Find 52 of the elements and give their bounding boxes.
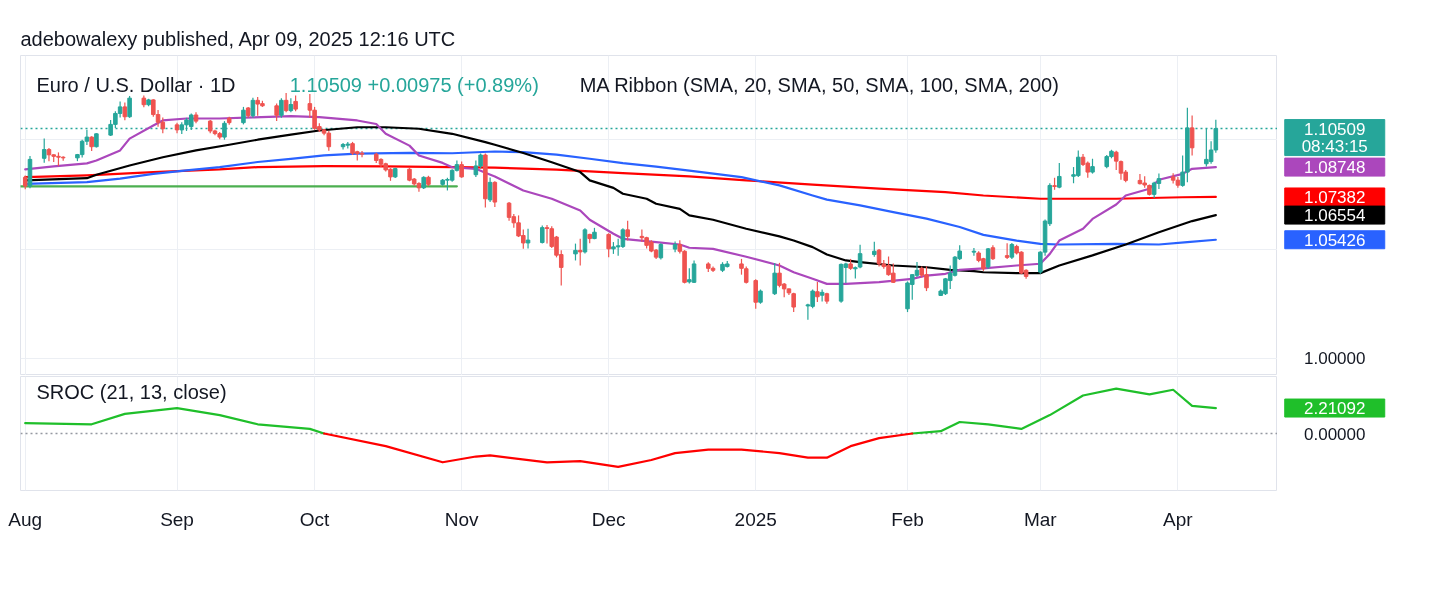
candlestick bbox=[506, 201, 512, 222]
x-tick-label: Dec bbox=[591, 508, 626, 530]
line-series bbox=[322, 432, 914, 468]
candlestick bbox=[539, 224, 545, 245]
candlestick bbox=[1004, 242, 1010, 260]
candlestick bbox=[525, 228, 531, 250]
annotation: MA Ribbon (SMA, 20, SMA, 50, SMA, 100, SMA, 200) bbox=[579, 73, 1059, 96]
candlestick bbox=[815, 281, 820, 303]
x-tick-label: Mar bbox=[1023, 508, 1058, 530]
candlestick bbox=[544, 224, 550, 245]
x-tick-label: 2025 bbox=[734, 508, 777, 530]
text: adebowalexy published, Apr 09, 2025 12:16 UTC bbox=[20, 27, 456, 50]
line-series bbox=[24, 165, 1217, 200]
x-tick-label: Apr bbox=[1163, 508, 1194, 530]
candlestick bbox=[577, 238, 583, 267]
chart-title: SROC (21, 13, close) bbox=[36, 380, 227, 403]
x-tick-label: Nov bbox=[444, 508, 480, 530]
candlestick bbox=[250, 97, 256, 119]
candlestick bbox=[772, 262, 777, 296]
candlestick bbox=[359, 150, 365, 158]
candlestick bbox=[625, 220, 630, 242]
text: 08:43:15 bbox=[1301, 137, 1368, 157]
y-tick-label: 0.00000 bbox=[1304, 424, 1366, 444]
candlestick bbox=[487, 176, 493, 203]
x-tick-label: Oct bbox=[299, 508, 331, 530]
candlestick bbox=[971, 247, 977, 257]
candlestick bbox=[606, 232, 611, 258]
x-tick-label: Feb bbox=[891, 508, 924, 530]
y-tick-label: 1.07382 bbox=[1304, 187, 1366, 207]
y-tick-label: 1.08748 bbox=[1304, 158, 1366, 178]
y-tick-label: 1.10509 bbox=[1304, 119, 1366, 139]
candlestick bbox=[283, 92, 289, 113]
candlestick bbox=[639, 229, 645, 243]
candlestick bbox=[691, 259, 697, 284]
text: Euro / U.S. Dollar · 1D bbox=[36, 73, 236, 96]
y-tick-label: 2.21092 bbox=[1304, 399, 1366, 419]
candlestick bbox=[582, 227, 588, 255]
candlestick bbox=[326, 130, 332, 152]
y-tick-label: 1.00000 bbox=[1304, 349, 1366, 369]
candlestick bbox=[41, 138, 47, 164]
candlestick bbox=[279, 97, 284, 119]
candlestick bbox=[1057, 162, 1062, 189]
candlestick bbox=[1189, 114, 1195, 157]
candlestick bbox=[492, 180, 498, 208]
x-tick-label: Aug bbox=[8, 508, 43, 530]
y-tick-label: 1.05426 bbox=[1304, 230, 1366, 250]
y-tick-label: 1.06554 bbox=[1304, 206, 1366, 226]
text: 1.10509 +0.00975 (+0.89%) bbox=[289, 73, 539, 96]
candlestick bbox=[753, 278, 759, 310]
candlestick bbox=[819, 288, 825, 303]
candlestick bbox=[127, 95, 132, 119]
x-tick-label: Sep bbox=[160, 508, 194, 530]
